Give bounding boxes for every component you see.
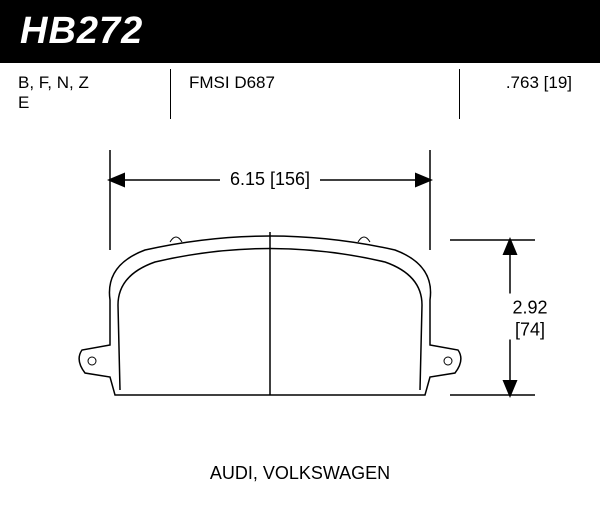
thickness: .763 [19] <box>460 63 600 125</box>
thickness-mm: [19] <box>544 73 572 92</box>
svg-text:2.92: 2.92 <box>512 298 547 318</box>
diagram-area: 6.15 [156] 2.92[74] <box>0 125 600 455</box>
thickness-in: .763 <box>506 73 539 92</box>
svg-text:6.15 [156]: 6.15 [156] <box>230 169 310 189</box>
spec-row: B, F, N, Z E FMSI D687 .763 [19] <box>0 63 600 125</box>
vehicle-makes: AUDI, VOLKSWAGEN <box>0 455 600 484</box>
compound-codes: B, F, N, Z E <box>0 63 170 125</box>
fmsi-code: FMSI D687 <box>171 63 459 125</box>
svg-text:[74]: [74] <box>515 320 545 340</box>
codes-line2: E <box>18 93 152 113</box>
part-header: HB272 <box>0 0 600 63</box>
codes-line1: B, F, N, Z <box>18 73 152 93</box>
part-number: HB272 <box>20 10 143 52</box>
brake-pad-diagram: 6.15 [156] 2.92[74] <box>0 125 600 455</box>
